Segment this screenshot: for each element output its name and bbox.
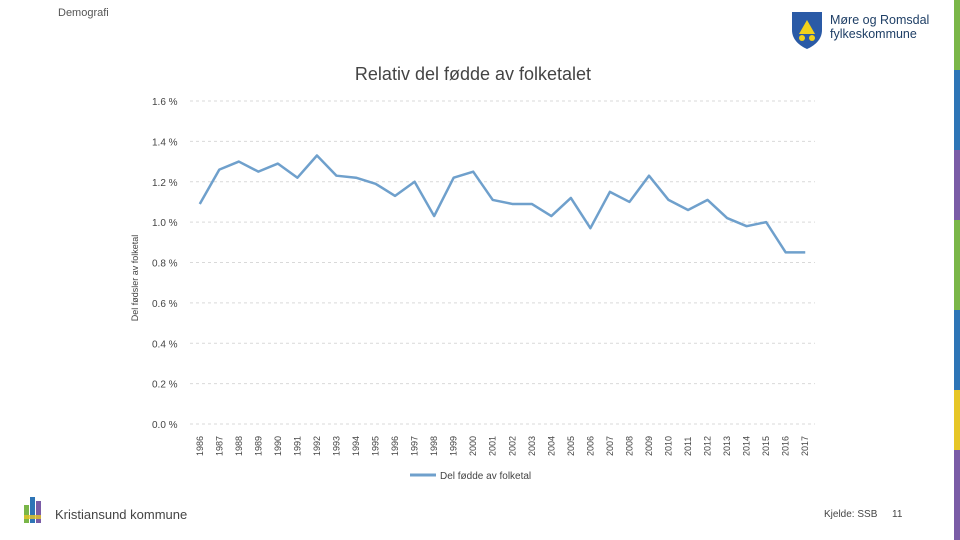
stripe (954, 310, 960, 390)
x-tick-label: 2007 (605, 436, 615, 456)
x-tick-label: 2012 (703, 436, 713, 456)
y-axis-label: Del fødsler av folketal (130, 235, 140, 322)
stripe (954, 390, 960, 450)
x-tick-label: 2014 (742, 436, 752, 456)
county-logo (790, 10, 940, 54)
x-tick-label: 1989 (253, 436, 263, 456)
y-tick-label: 0.4 % (152, 339, 178, 350)
x-tick-label: 1994 (351, 436, 361, 456)
x-tick-label: 2015 (761, 436, 771, 456)
stripe (954, 450, 960, 540)
x-tick-label: 1992 (312, 436, 322, 456)
section-label: Demografi (58, 7, 109, 19)
x-tick-label: 1986 (195, 436, 205, 456)
x-tick-label: 2000 (468, 436, 478, 456)
county-name: Møre og Romsdal fylkeskommune (830, 13, 929, 41)
x-tick-label: 1998 (429, 436, 439, 456)
x-tick-label: 1988 (234, 436, 244, 456)
y-tick-label: 0.0 % (152, 420, 178, 431)
legend-label: Del fødde av folketal (440, 471, 531, 482)
page-number: 11 (892, 509, 903, 520)
x-tick-label: 1987 (214, 436, 224, 456)
chart-title: Relativ del fødde av folketalet (355, 64, 591, 84)
y-tick-label: 1.0 % (152, 218, 178, 229)
x-tick-label: 2010 (664, 436, 674, 456)
x-tick-label: 1997 (410, 436, 420, 456)
x-tick-label: 2011 (683, 437, 693, 456)
county-name-line1: Møre og Romsdal (830, 13, 930, 27)
y-tick-label: 1.2 % (152, 178, 178, 189)
y-tick-label: 0.6 % (152, 299, 178, 310)
x-tick-label: 2017 (800, 436, 810, 456)
decorative-stripes (954, 0, 960, 540)
x-tick-label: 2009 (644, 436, 654, 456)
y-tick-label: 0.8 % (152, 259, 178, 270)
stripe (954, 70, 960, 150)
stripe (954, 0, 960, 70)
x-tick-label: 2005 (566, 436, 576, 456)
footer-municipality: Kristiansund kommune (55, 507, 188, 522)
x-tick-label: 1990 (273, 436, 283, 456)
x-tick-label: 2008 (624, 436, 634, 456)
x-tick-label: 1991 (292, 436, 302, 456)
kristiansund-logo-icon (24, 497, 41, 523)
stripe (954, 220, 960, 310)
y-tick-label: 1.4 % (152, 137, 178, 148)
coat-of-arms-icon (792, 12, 822, 49)
x-tick-label: 2001 (488, 436, 498, 456)
stripe (954, 150, 960, 220)
series-line (198, 154, 806, 254)
x-tick-label: 2003 (527, 436, 537, 456)
x-tick-label: 2013 (722, 436, 732, 456)
x-tick-label: 2002 (507, 436, 517, 456)
y-tick-label: 0.2 % (152, 380, 178, 391)
source-note: Kjelde: SSB (824, 509, 878, 520)
x-tick-label: 1993 (331, 436, 341, 456)
x-tick-label: 2006 (585, 436, 595, 456)
x-tick-label: 1999 (449, 436, 459, 456)
county-name-line2: fylkeskommune (830, 27, 917, 41)
x-tick-label: 1996 (390, 436, 400, 456)
x-tick-label: 2004 (546, 436, 556, 456)
y-tick-label: 1.6 % (152, 97, 178, 108)
x-tick-label: 1995 (371, 436, 381, 456)
x-tick-label: 2016 (781, 436, 791, 456)
